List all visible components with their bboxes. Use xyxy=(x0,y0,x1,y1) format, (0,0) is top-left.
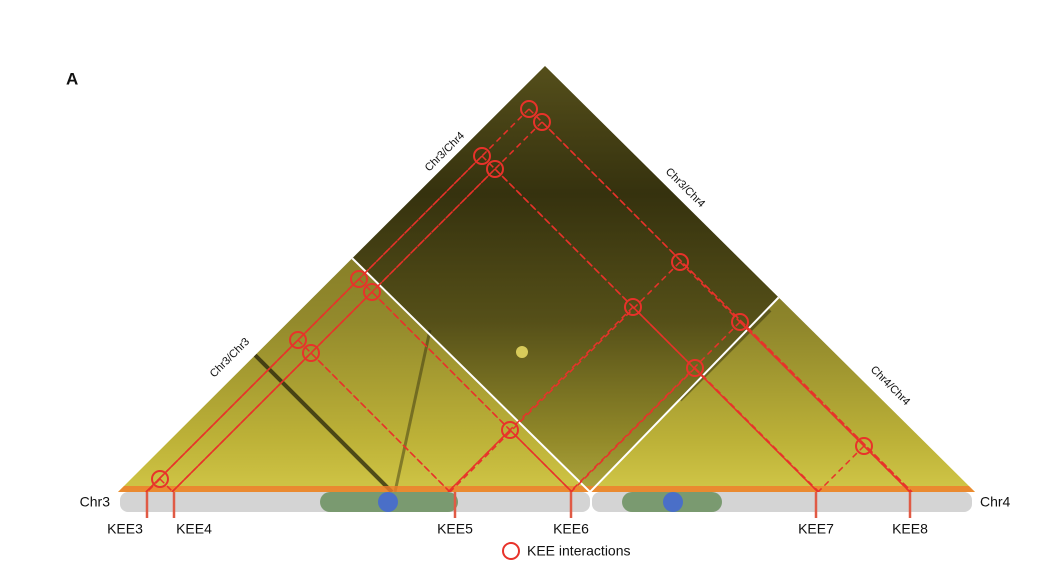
panel-label: A xyxy=(66,69,78,88)
kee-label: KEE8 xyxy=(892,521,928,537)
centromere xyxy=(663,492,683,512)
dashed-guide xyxy=(310,352,451,493)
kee-label: KEE3 xyxy=(107,521,143,537)
dashed-guide xyxy=(817,445,865,493)
kee-label: KEE4 xyxy=(176,521,212,537)
interaction-circle xyxy=(486,160,504,178)
legend-marker xyxy=(502,542,520,560)
legend-label: KEE interactions xyxy=(527,543,631,559)
dashed-guide xyxy=(447,306,634,493)
interaction-circle xyxy=(731,313,749,331)
dashed-guide xyxy=(863,445,911,493)
interaction-circle xyxy=(473,147,491,165)
interaction-circle xyxy=(350,270,368,288)
interaction-circle xyxy=(624,298,642,316)
dashed-guide xyxy=(297,339,451,493)
interaction-circle xyxy=(686,359,704,377)
dashed-guide xyxy=(145,339,299,493)
centromere xyxy=(378,492,398,512)
dashed-guide xyxy=(146,478,161,493)
kee-interactions xyxy=(145,100,913,493)
kee-loci: KEE3 KEE4 KEE5 KEE6 KEE7 KEE8 xyxy=(107,492,928,537)
kee-label: KEE6 xyxy=(553,521,589,537)
dashed-guide xyxy=(541,121,913,493)
interaction-circle xyxy=(501,421,519,439)
chromosome-label: Chr4 xyxy=(980,494,1011,510)
dashed-guide xyxy=(159,478,174,493)
dashed-guide xyxy=(447,429,511,493)
interaction-circle xyxy=(855,437,873,455)
interaction-circle xyxy=(520,100,538,118)
interaction-circle xyxy=(363,283,381,301)
dashed-guide xyxy=(509,429,573,493)
interaction-circle xyxy=(289,331,307,349)
interaction-circle xyxy=(302,344,320,362)
kee-label: KEE7 xyxy=(798,521,834,537)
dashed-guide xyxy=(449,261,681,493)
dashed-guide xyxy=(171,352,312,493)
interaction-circle xyxy=(151,470,169,488)
interaction-circle xyxy=(671,253,689,271)
chromosome-label: Chr3 xyxy=(80,494,111,510)
kee-label: KEE5 xyxy=(437,521,473,537)
interaction-circle xyxy=(533,113,551,131)
